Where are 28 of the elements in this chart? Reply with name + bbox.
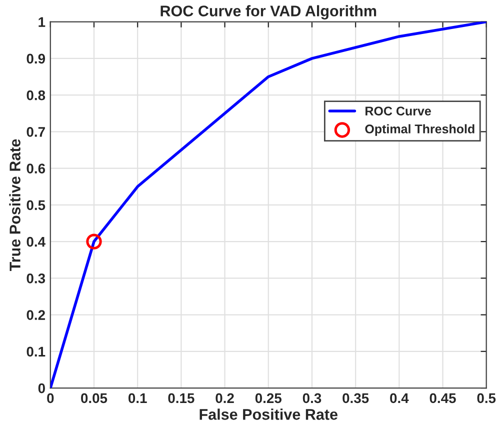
- y-axis-title: True Positive Rate: [9, 139, 20, 271]
- line-series: [50, 22, 486, 388]
- x-tick-label: 0.35: [342, 393, 369, 404]
- y-tick-label: 0.9: [26, 54, 46, 64]
- x-tick-label: 0: [47, 393, 54, 404]
- x-tick-label: 0.45: [430, 393, 456, 404]
- x-tick-label: 0.15: [168, 393, 194, 404]
- y-tick-label: 0.7: [26, 127, 45, 137]
- x-tick-label: 0.3: [302, 393, 322, 404]
- x-tick-label: 0.5: [477, 393, 496, 404]
- x-tick-label: 0.05: [81, 393, 108, 404]
- legend-label: Optimal Threshold: [365, 124, 474, 136]
- y-tick-label: 0.3: [26, 274, 46, 284]
- y-tick-label: 1: [38, 17, 46, 27]
- x-tick-label: 0.2: [216, 393, 234, 404]
- x-axis-title: False Positive Rate: [200, 408, 338, 420]
- y-tick-label: 0.2: [26, 310, 45, 320]
- y-tick-label: 0.4: [26, 236, 46, 247]
- y-tick-label: 0.1: [26, 346, 46, 357]
- y-tick-label: 0.6: [26, 164, 46, 174]
- legend-label: ROC Curve: [366, 106, 431, 116]
- y-tick-label: 0.5: [26, 200, 46, 210]
- y-tick-label: 0.8: [26, 90, 46, 100]
- x-tick-label: 0.4: [390, 393, 409, 404]
- x-tick-label: 0.1: [128, 393, 147, 404]
- chart-title: ROC Curve for VAD Algorithm: [160, 5, 376, 20]
- y-tick-label: 0: [38, 383, 45, 394]
- x-tick-label: 0.25: [255, 393, 282, 404]
